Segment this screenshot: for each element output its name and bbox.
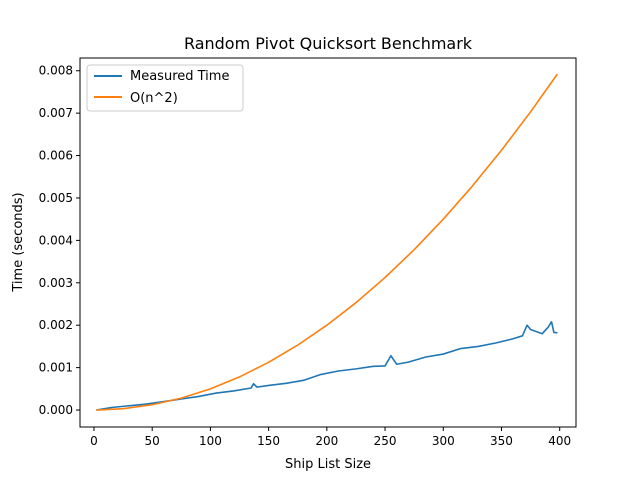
legend-box xyxy=(86,64,244,112)
y-tick-label: 0.006 xyxy=(39,149,73,163)
y-tick-label: 0.001 xyxy=(39,361,73,375)
x-axis-label: Ship List Size xyxy=(285,457,371,472)
y-axis-label: Time (seconds) xyxy=(11,192,26,292)
y-tick-label: 0.002 xyxy=(39,318,73,332)
y-tick-label: 0.005 xyxy=(39,191,73,205)
x-tick-label: 150 xyxy=(257,434,280,448)
legend-label-o-n-squared: O(n^2) xyxy=(130,91,178,106)
y-tick-label: 0.008 xyxy=(39,64,73,78)
x-tick-label: 100 xyxy=(199,434,222,448)
x-tick-label: 200 xyxy=(315,434,338,448)
x-tick-label: 300 xyxy=(432,434,455,448)
plot-area: 0 50 100 150 200 250 300 350 400 0.000 0.001 0.002… xyxy=(39,57,577,448)
y-tick-label: 0.000 xyxy=(39,403,73,417)
x-tick-label: 250 xyxy=(374,434,397,448)
x-tick-label: 0 xyxy=(90,434,98,448)
plot-frame xyxy=(79,57,577,428)
y-tick-label: 0.004 xyxy=(39,233,73,247)
legend-label-measured-time: Measured Time xyxy=(130,69,229,84)
series-line-measured-time xyxy=(96,321,558,411)
series-line-o-n-squared xyxy=(96,73,559,411)
x-tick-label: 350 xyxy=(490,434,513,448)
y-tick-label: 0.003 xyxy=(39,276,73,290)
legend: Measured Time O(n^2) xyxy=(86,64,244,112)
y-tick-label: 0.007 xyxy=(39,106,73,120)
x-tick-label: 50 xyxy=(145,434,160,448)
x-tick-label: 400 xyxy=(548,434,571,448)
y-axis: 0.000 0.001 0.002 0.003 0.004 0.005 0.006 0.007… xyxy=(39,64,80,417)
chart-title: Random Pivot Quicksort Benchmark xyxy=(184,34,473,53)
x-axis: 0 50 100 150 200 250 300 350 400 xyxy=(90,427,571,448)
series-lines xyxy=(96,73,559,411)
